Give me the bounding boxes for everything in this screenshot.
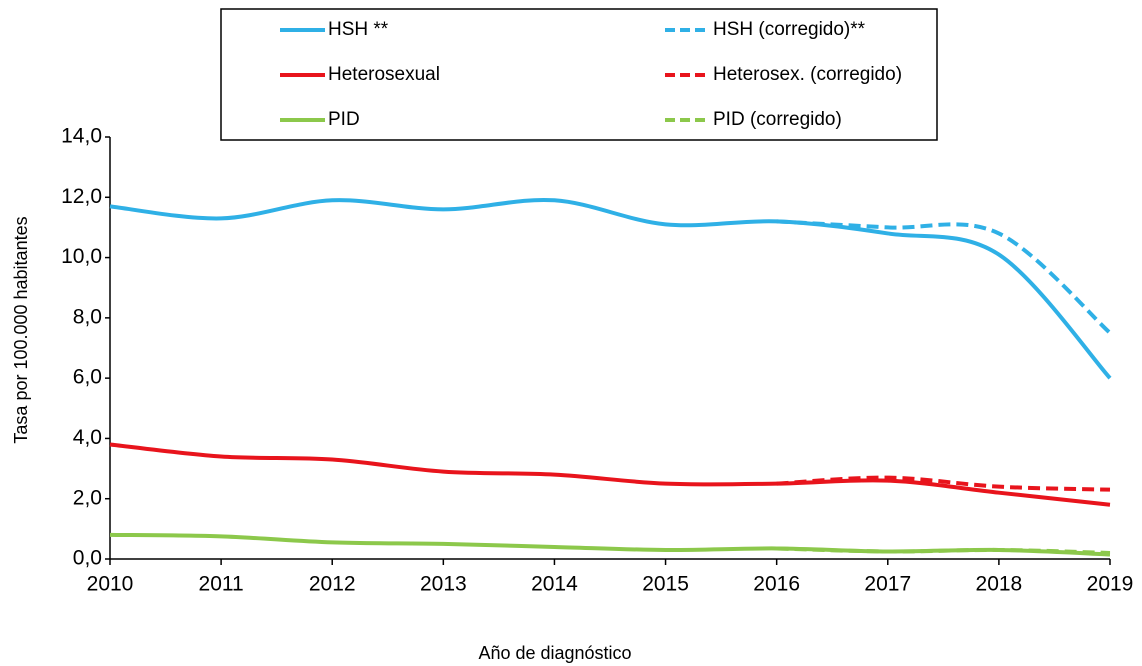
y-tick-label: 12,0: [61, 185, 102, 208]
legend-label: HSH **: [328, 19, 389, 40]
series-line: [776, 219, 1112, 335]
y-tick-label: 10,0: [61, 245, 102, 268]
x-tick-label: 2015: [642, 573, 689, 596]
y-tick-label: 2,0: [73, 486, 102, 509]
x-tick-label: 2016: [753, 573, 800, 596]
legend-label: HSH (corregido)**: [713, 19, 866, 40]
x-tick-label: 2019: [1087, 573, 1134, 596]
x-tick-label: 2012: [309, 573, 356, 596]
y-tick-label: 6,0: [73, 366, 102, 389]
series-line: [109, 532, 1111, 557]
y-tick-label: 0,0: [73, 547, 102, 570]
x-tick-label: 2010: [87, 573, 134, 596]
x-tick-label: 2017: [864, 573, 911, 596]
legend-label: PID (corregido): [713, 109, 842, 130]
x-tick-label: 2011: [199, 573, 244, 596]
x-axis-title: Año de diagnóstico: [478, 643, 631, 663]
x-tick-label: 2018: [976, 573, 1023, 596]
legend-label: Heterosexual: [328, 64, 440, 85]
y-tick-label: 4,0: [73, 426, 102, 449]
legend-label: Heterosex. (corregido): [713, 64, 902, 85]
series-line: [109, 197, 1112, 380]
y-tick-label: 14,0: [61, 125, 102, 148]
series-line: [109, 442, 1111, 507]
x-tick-label: 2013: [420, 573, 467, 596]
y-tick-label: 8,0: [73, 305, 102, 328]
legend-label: PID: [328, 109, 360, 130]
series-line: [776, 475, 1111, 492]
y-axis-title: Tasa por 100.000 habitantes: [11, 216, 31, 443]
legend-box: [220, 8, 938, 141]
x-tick-label: 2014: [531, 573, 578, 596]
